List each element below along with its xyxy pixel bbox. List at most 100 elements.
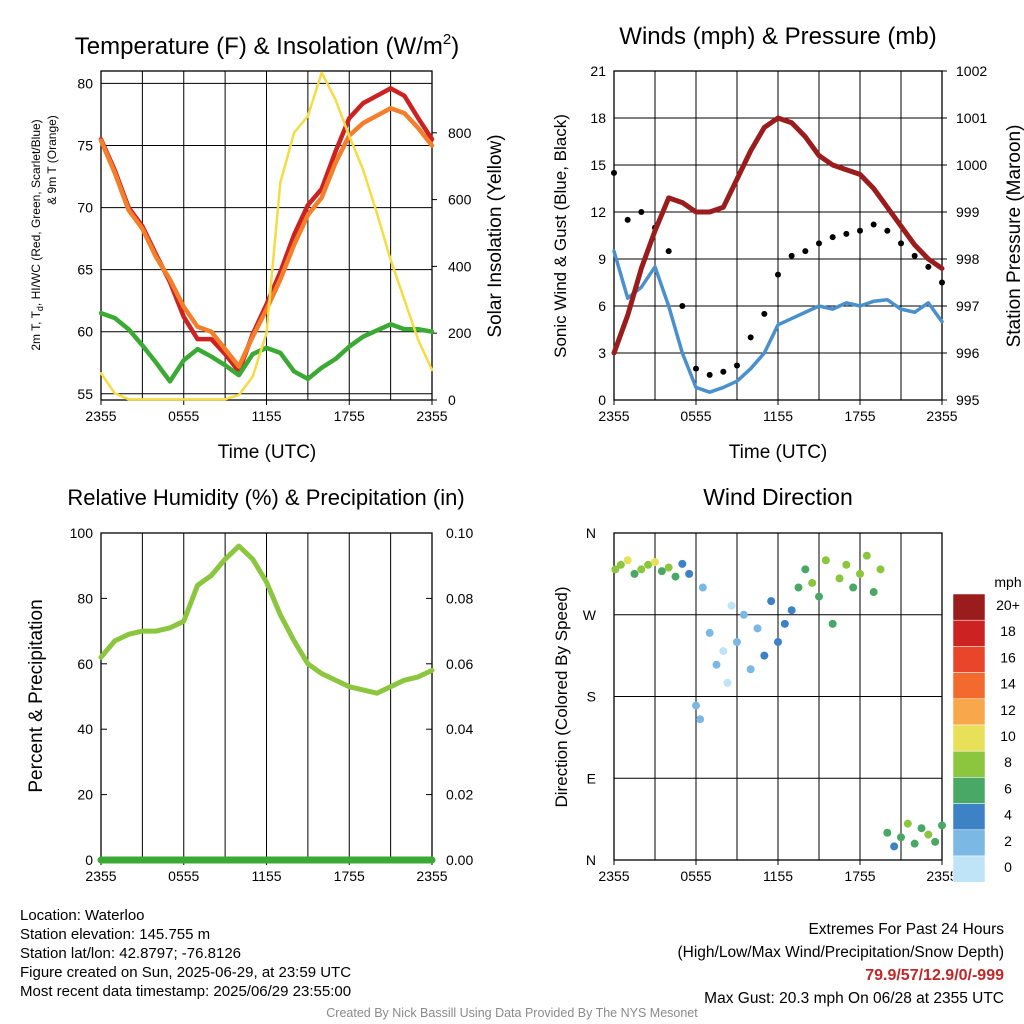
gust-point xyxy=(939,279,945,286)
y-right-tick-label: 800 xyxy=(448,125,472,141)
colorbar-swatch xyxy=(952,750,986,778)
direction-point xyxy=(753,624,762,633)
gust-point xyxy=(829,234,836,241)
direction-point xyxy=(723,678,732,687)
gust-point xyxy=(925,263,932,270)
direction-point xyxy=(739,610,748,619)
extremes-title: Extremes For Past 24 Hours xyxy=(808,921,1004,938)
direction-point xyxy=(705,628,714,637)
x-tick-label: 1755 xyxy=(334,868,365,884)
gust-point xyxy=(761,310,768,317)
y-axis-label: 2m T, Td, HI/WC (Red, Green, Scarlet/Blu… xyxy=(29,119,45,350)
y-tick-label: 70 xyxy=(77,200,93,216)
x-tick-label: 2355 xyxy=(598,408,629,424)
colorbar-label: 4 xyxy=(1004,807,1012,823)
colorbar-label: 8 xyxy=(1004,754,1012,770)
colorbar-title: mph xyxy=(994,574,1021,590)
direction-point xyxy=(692,701,700,710)
speed-colorbar: mph 20+ 18 16 14 12 10 8 6 4 2 0 xyxy=(952,574,1022,883)
y-right-tick-label: 999 xyxy=(956,204,980,220)
gust-point xyxy=(816,240,822,247)
direction-point xyxy=(815,592,823,601)
y-right-tick-label: 1001 xyxy=(956,110,987,126)
gust-point xyxy=(624,216,631,223)
y-tick-label: 9 xyxy=(598,251,606,267)
direction-point xyxy=(917,824,926,833)
direction-point xyxy=(733,638,741,646)
y-right-tick-label: 0.06 xyxy=(446,656,473,672)
recent-timestamp: Most recent data timestamp: 2025/06/29 2… xyxy=(20,983,352,1000)
direction-point xyxy=(719,647,728,656)
colorbar-swatch xyxy=(952,855,986,883)
direction-point xyxy=(883,828,892,837)
y-right-tick-label: 0 xyxy=(448,392,456,408)
x-tick-label: 2355 xyxy=(85,868,116,884)
y-axis-label-line2: & 9m T (Orange) xyxy=(45,115,59,205)
y-tick-label: 3 xyxy=(598,345,606,361)
colorbar-label: 0 xyxy=(1004,859,1012,875)
y-right-tick-label: 400 xyxy=(448,258,472,274)
x-tick-label: 1755 xyxy=(844,408,875,424)
direction-point xyxy=(623,556,632,565)
y-axis-label: Sonic Wind & Gust (Blue, Black) xyxy=(551,114,570,358)
y-tick-label: 21 xyxy=(590,63,606,79)
gust-point xyxy=(775,271,781,278)
direction-point xyxy=(780,619,789,628)
direction-point xyxy=(727,601,736,610)
direction-point xyxy=(696,715,705,724)
y-tick-label: 0 xyxy=(598,392,606,408)
colorbar-swatch xyxy=(952,777,986,804)
gust-point xyxy=(802,248,809,255)
direction-point xyxy=(651,558,659,567)
extremes-info: Extremes For Past 24 Hours (High/Low/Max… xyxy=(678,918,1005,1010)
y-tick-label: 18 xyxy=(590,110,606,126)
gust-point xyxy=(843,230,850,237)
gust-point xyxy=(693,365,699,372)
y-axis-label: Percent & Precipitation xyxy=(26,599,47,792)
station-info: Location: Waterloo Station elevation: 14… xyxy=(20,906,351,1001)
y-tick-label: 15 xyxy=(590,157,606,173)
extremes-values: 79.9/57/12.9/0/-999 xyxy=(865,967,1004,984)
y-right-tick-label: 600 xyxy=(448,192,472,208)
gust-point xyxy=(788,252,795,259)
direction-point xyxy=(897,833,905,842)
direction-point xyxy=(842,560,851,569)
station-elevation: Station elevation: 145.755 m xyxy=(20,926,211,943)
direction-point xyxy=(856,569,864,578)
x-tick-label: 0555 xyxy=(680,868,711,884)
gust-point xyxy=(747,334,754,341)
direction-point xyxy=(657,567,666,576)
gust-point xyxy=(734,362,740,369)
x-tick-label: 2355 xyxy=(598,868,629,884)
x-tick-label: 2355 xyxy=(926,868,957,884)
x-tick-label: 0555 xyxy=(168,408,199,424)
chart-title: Wind Direction xyxy=(703,484,853,510)
direction-point xyxy=(876,565,885,574)
y-tick-label: 0 xyxy=(85,852,93,868)
direction-point xyxy=(664,563,673,572)
colorbar-label: 14 xyxy=(1000,676,1016,692)
humidity-line xyxy=(98,543,435,696)
direction-point xyxy=(760,651,769,660)
direction-point xyxy=(767,597,776,606)
chart-title: Temperature (F) & Insolation (W/m2) xyxy=(75,31,459,60)
chart-title: Relative Humidity (%) & Precipitation (i… xyxy=(67,485,464,510)
y-tick-label: 80 xyxy=(77,590,93,606)
y-tick-label: N xyxy=(586,852,596,868)
x-tick-label: 1155 xyxy=(251,868,281,884)
gust-point xyxy=(665,248,672,255)
temp-series-3 xyxy=(99,71,434,401)
gust-point xyxy=(857,227,863,234)
x-tick-label: 0555 xyxy=(168,868,199,884)
max-gust: Max Gust: 20.3 mph On 06/28 at 2355 UTC xyxy=(704,990,1004,1007)
y-right-tick-label: 995 xyxy=(956,392,980,408)
x-tick-label: 1755 xyxy=(844,868,875,884)
colorbar-label: 16 xyxy=(1000,649,1016,665)
gust-point xyxy=(911,252,918,259)
extremes-subtitle: (High/Low/Max Wind/Precipitation/Snow De… xyxy=(677,944,1005,961)
colorbar-swatch xyxy=(952,829,986,857)
direction-point xyxy=(801,565,810,574)
direction-point xyxy=(630,569,639,578)
gust-point xyxy=(679,303,686,309)
